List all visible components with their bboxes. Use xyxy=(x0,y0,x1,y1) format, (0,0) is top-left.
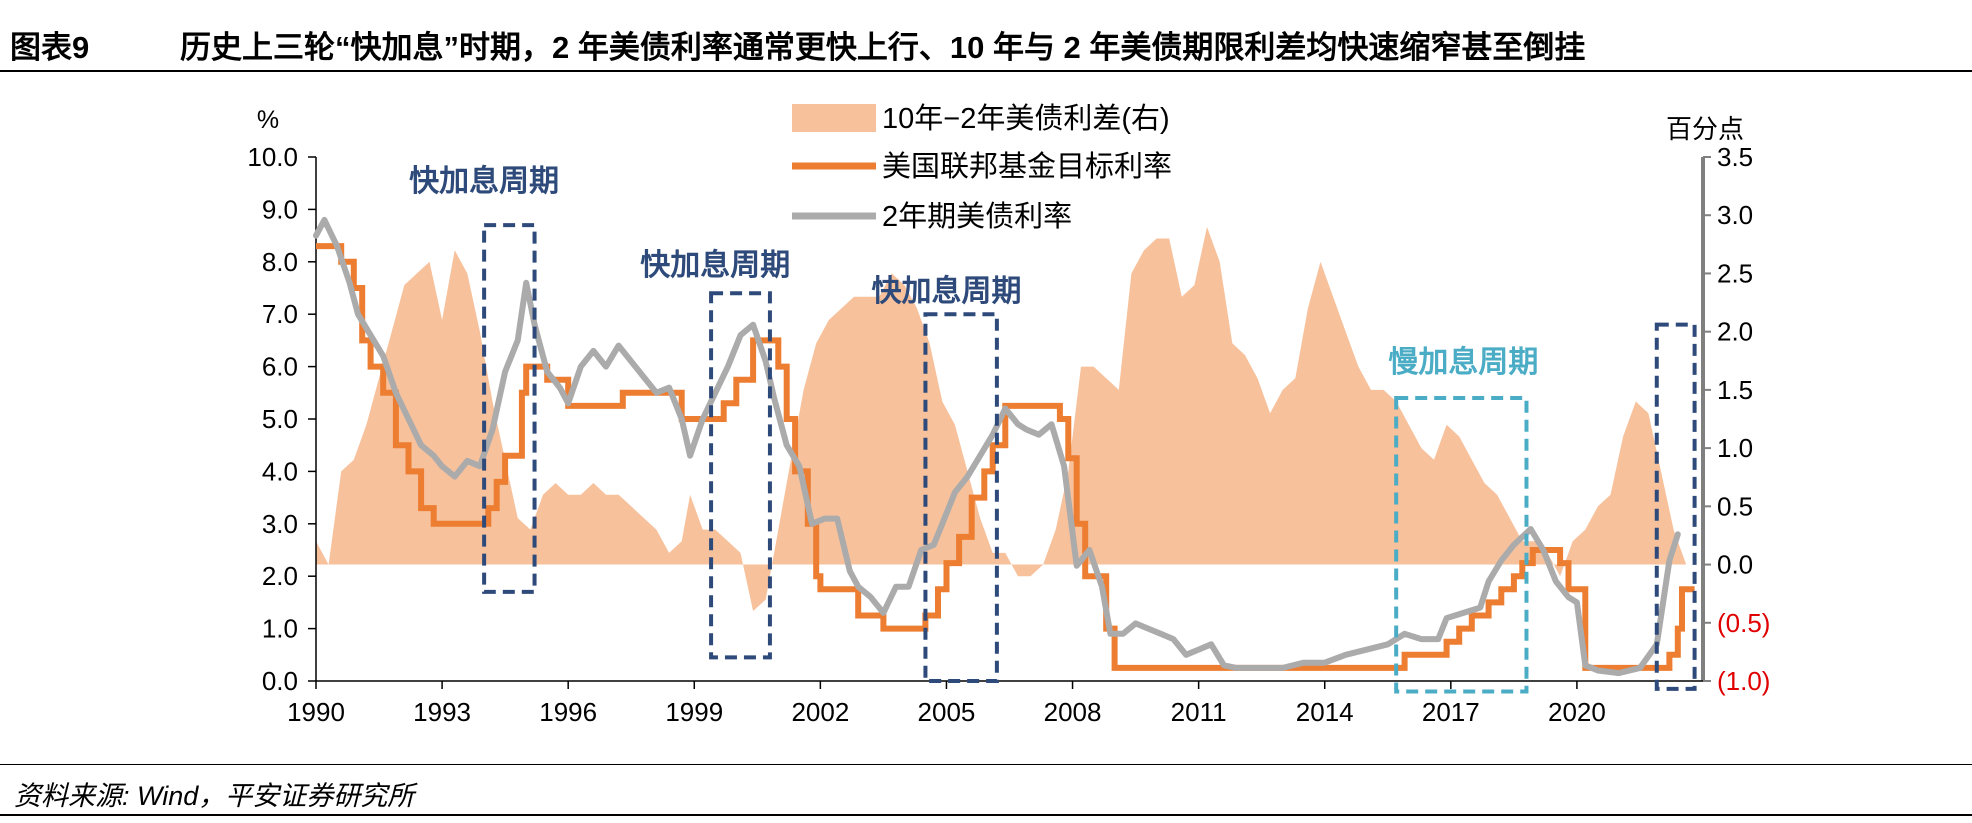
cycle-label: 慢加息周期 xyxy=(1388,345,1538,380)
line-series xyxy=(313,216,1695,677)
y-tick-label: 4.0 xyxy=(262,456,298,486)
right-y-tick-label: 2.0 xyxy=(1717,317,1753,347)
right-y-tick-label: 1.0 xyxy=(1717,433,1753,463)
legend-label-fed-funds: 美国联邦基金目标利率 xyxy=(882,150,1172,183)
right-y-tick-label: (0.5) xyxy=(1717,608,1770,638)
cycle-label: 快加息周期 xyxy=(409,164,559,199)
cycle-box xyxy=(1654,322,1697,691)
legend-swatch-spread xyxy=(792,104,876,132)
source-note: 资料来源: Wind，平安证券研究所 xyxy=(14,781,415,811)
x-tick-label: 2005 xyxy=(918,697,976,727)
cycle-label: 快加息周期 xyxy=(871,274,1021,309)
two-year-line xyxy=(313,216,1681,677)
x-tick-label: 1999 xyxy=(665,697,723,727)
right-y-tick-label: 3.5 xyxy=(1717,142,1753,172)
y-tick-label: 2.0 xyxy=(262,561,298,591)
spread-area xyxy=(316,226,1687,612)
x-tick-label: 2014 xyxy=(1296,697,1354,727)
legend-label-spread: 10年−2年美债利差(右) xyxy=(882,102,1170,135)
right-y-axis-label: 百分点 xyxy=(1666,114,1744,144)
right-y-tick-label: 3.0 xyxy=(1717,200,1753,230)
y-tick-label: 10.0 xyxy=(247,142,298,172)
x-tick-label: 2002 xyxy=(791,697,849,727)
y-axis-label: % xyxy=(257,106,279,134)
right-y-tick-label: 1.5 xyxy=(1717,375,1753,405)
right-y-tick-label: (1.0) xyxy=(1717,666,1770,696)
y-tick-label: 3.0 xyxy=(262,509,298,539)
figure-number: 图表9 xyxy=(10,30,90,65)
chart: 1990 1993 1996 1999 2002 2005 2008 2011 2014 2017… xyxy=(247,102,1770,727)
source-rule-bottom xyxy=(0,814,1972,816)
y-axis-ticks: 0.0 1.0 2.0 3.0 4.0 5.0 6.0 7.0 8.0 9.0 10.0 xyxy=(247,142,316,696)
y-tick-label: 1.0 xyxy=(262,614,298,644)
right-y-tick-label: 0.5 xyxy=(1717,491,1753,521)
x-tick-label: 1993 xyxy=(413,697,471,727)
cycle-box xyxy=(709,291,772,660)
right-y-tick-label: 0.0 xyxy=(1717,550,1753,580)
y-tick-label: 6.0 xyxy=(262,352,298,382)
source-rule-top xyxy=(0,764,1972,765)
x-tick-label: 2017 xyxy=(1422,697,1480,727)
cycle-box xyxy=(1394,396,1529,694)
x-axis-ticks: 1990 1993 1996 1999 2002 2005 2008 2011 2014 2017… xyxy=(287,681,1606,727)
x-tick-label: 2020 xyxy=(1548,697,1606,727)
x-tick-label: 1996 xyxy=(539,697,597,727)
title-bar: 图表9 历史上三轮“快加息”时期，2 年美债利率通常更快上行、10 年与 2 年… xyxy=(0,0,1972,72)
y-tick-label: 8.0 xyxy=(262,247,298,277)
y-tick-label: 7.0 xyxy=(262,299,298,329)
spread-area-series xyxy=(316,226,1687,612)
cycle-box xyxy=(482,223,537,594)
y-tick-label: 0.0 xyxy=(262,666,298,696)
right-y-tick-label: 2.5 xyxy=(1717,258,1753,288)
fed-funds-line xyxy=(316,243,1695,671)
x-tick-label: 2011 xyxy=(1171,697,1227,727)
x-tick-label: 1990 xyxy=(287,697,345,727)
page-title: 历史上三轮“快加息”时期，2 年美债利率通常更快上行、10 年与 2 年美债期限… xyxy=(180,30,1586,65)
x-tick-label: 2008 xyxy=(1044,697,1102,727)
right-y-axis-ticks: (1.0) (0.5) 0.0 0.5 1.0 1.5 2.0 2.5 3.0 3.5 xyxy=(1703,142,1770,696)
cycle-label: 快加息周期 xyxy=(640,248,790,283)
y-tick-label: 9.0 xyxy=(262,194,298,224)
cycle-box xyxy=(923,312,999,683)
y-tick-label: 5.0 xyxy=(262,404,298,434)
legend: 10年−2年美债利差(右) 美国联邦基金目标利率 2年期美债利率 xyxy=(792,102,1172,233)
legend-label-two-year: 2年期美债利率 xyxy=(882,200,1072,233)
